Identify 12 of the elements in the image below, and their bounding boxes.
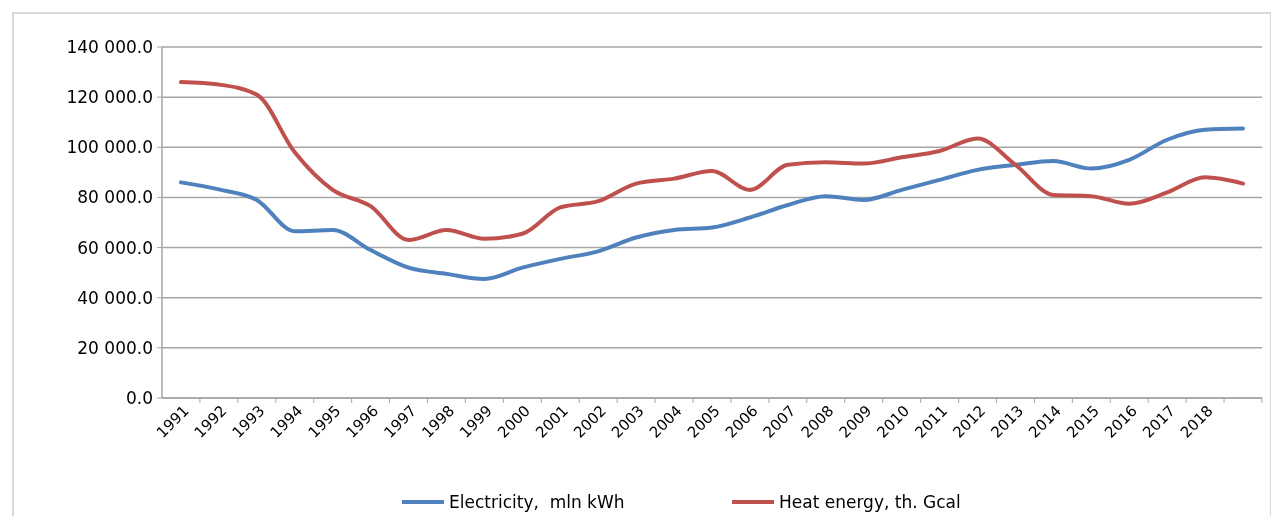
line-series [178, 80, 1246, 243]
y-tick-label: 80 000.0 [77, 187, 153, 208]
y-tick-label: 20 000.0 [77, 337, 153, 358]
y-tick-label: 140 000.0 [66, 36, 153, 57]
y-tick-label: 40 000.0 [77, 287, 153, 308]
y-tick-label: 60 000.0 [77, 237, 153, 258]
line-series [178, 126, 1246, 281]
y-tick-label: 120 000.0 [66, 87, 153, 108]
y-tick-label: 100 000.0 [66, 137, 153, 158]
y-tick-label: 0.0 [125, 387, 153, 408]
legend-label: Heat energy, th. Gcal [779, 491, 961, 512]
legend-label: Electricity, mln kWh [449, 491, 625, 512]
